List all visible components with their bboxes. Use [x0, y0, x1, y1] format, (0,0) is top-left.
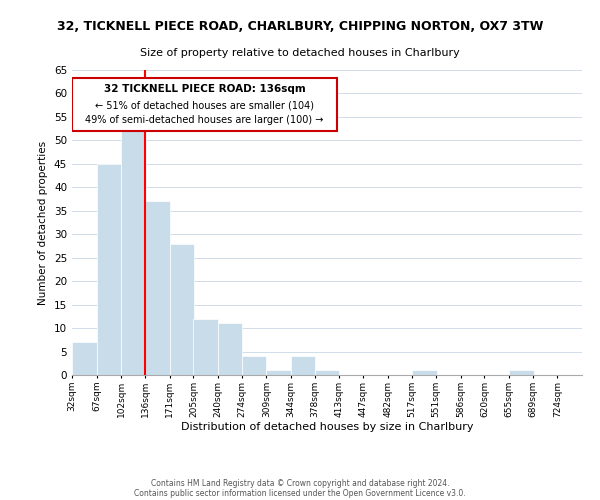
Bar: [72, 342, 97, 375]
Bar: [145, 202, 170, 375]
Bar: [291, 356, 316, 375]
Bar: [412, 370, 437, 375]
Bar: [315, 370, 339, 375]
X-axis label: Distribution of detached houses by size in Charlbury: Distribution of detached houses by size …: [181, 422, 473, 432]
Text: Size of property relative to detached houses in Charlbury: Size of property relative to detached ho…: [140, 48, 460, 58]
Bar: [121, 126, 146, 375]
Text: 49% of semi-detached houses are larger (100) →: 49% of semi-detached houses are larger (…: [85, 116, 324, 126]
Bar: [193, 318, 218, 375]
Bar: [509, 370, 533, 375]
FancyBboxPatch shape: [72, 78, 337, 131]
Bar: [218, 324, 242, 375]
Text: 32, TICKNELL PIECE ROAD, CHARLBURY, CHIPPING NORTON, OX7 3TW: 32, TICKNELL PIECE ROAD, CHARLBURY, CHIP…: [57, 20, 543, 33]
Bar: [97, 164, 121, 375]
Bar: [242, 356, 266, 375]
Bar: [170, 244, 194, 375]
Bar: [266, 370, 291, 375]
Text: 32 TICKNELL PIECE ROAD: 136sqm: 32 TICKNELL PIECE ROAD: 136sqm: [104, 84, 305, 94]
Text: ← 51% of detached houses are smaller (104): ← 51% of detached houses are smaller (10…: [95, 100, 314, 110]
Text: Contains public sector information licensed under the Open Government Licence v3: Contains public sector information licen…: [134, 488, 466, 498]
Y-axis label: Number of detached properties: Number of detached properties: [38, 140, 49, 304]
Text: Contains HM Land Registry data © Crown copyright and database right 2024.: Contains HM Land Registry data © Crown c…: [151, 478, 449, 488]
